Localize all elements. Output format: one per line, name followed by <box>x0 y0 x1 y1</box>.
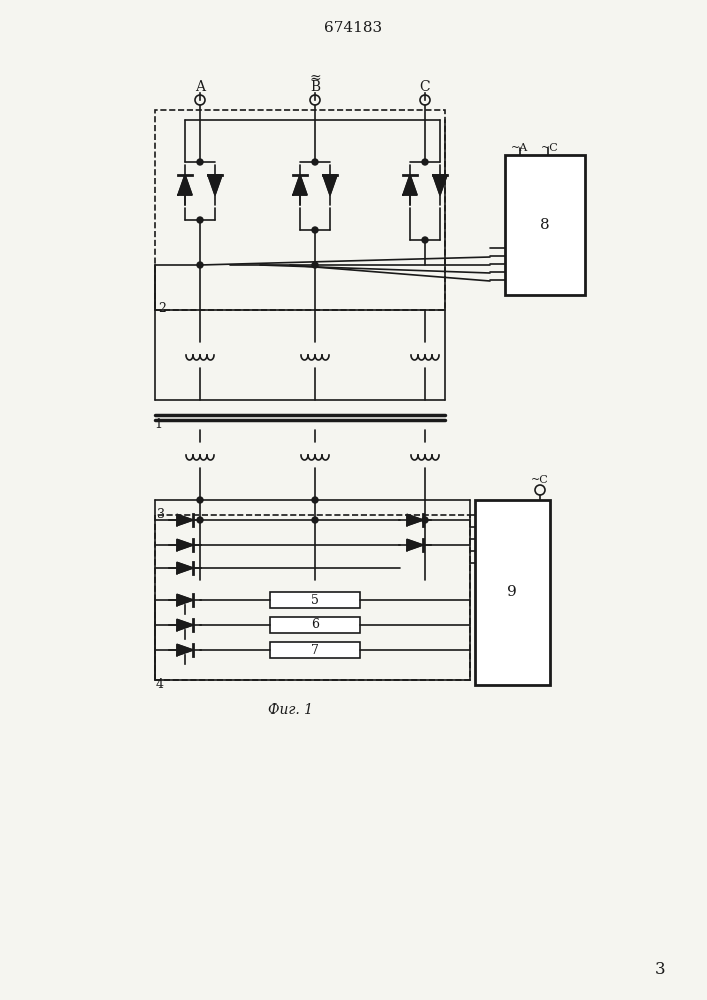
Circle shape <box>422 237 428 243</box>
Text: B: B <box>310 80 320 94</box>
Polygon shape <box>177 594 193 606</box>
Text: 6: 6 <box>311 618 319 632</box>
Circle shape <box>197 497 203 503</box>
Bar <box>270 642 360 658</box>
Text: C: C <box>420 80 431 94</box>
Bar <box>505 155 585 295</box>
Circle shape <box>312 227 318 233</box>
Text: 7: 7 <box>311 644 319 656</box>
Bar <box>270 617 360 633</box>
Text: 2: 2 <box>158 302 166 314</box>
Polygon shape <box>407 514 423 526</box>
Circle shape <box>197 159 203 165</box>
Text: 5: 5 <box>311 593 319 606</box>
Polygon shape <box>433 175 447 195</box>
Polygon shape <box>177 514 193 526</box>
Circle shape <box>422 517 428 523</box>
Polygon shape <box>293 175 307 195</box>
Text: 3: 3 <box>655 962 665 978</box>
Circle shape <box>312 497 318 503</box>
Polygon shape <box>177 644 193 656</box>
Polygon shape <box>178 175 192 195</box>
Circle shape <box>312 262 318 268</box>
Circle shape <box>197 262 203 268</box>
Text: ~C: ~C <box>541 143 559 153</box>
Circle shape <box>312 517 318 523</box>
Text: 9: 9 <box>507 585 517 599</box>
Circle shape <box>197 517 203 523</box>
Polygon shape <box>403 175 417 195</box>
Bar <box>475 500 550 685</box>
Text: 8: 8 <box>540 218 550 232</box>
Text: ~C: ~C <box>531 475 549 485</box>
Text: 4: 4 <box>156 678 164 692</box>
Polygon shape <box>177 619 193 631</box>
Text: 674183: 674183 <box>324 21 382 35</box>
Polygon shape <box>177 562 193 574</box>
Circle shape <box>422 159 428 165</box>
Polygon shape <box>208 175 222 195</box>
Polygon shape <box>407 539 423 551</box>
Text: A: A <box>195 80 205 94</box>
Text: ≈: ≈ <box>309 71 321 85</box>
Text: 3: 3 <box>157 508 165 522</box>
Polygon shape <box>177 539 193 551</box>
Bar <box>270 592 360 608</box>
Circle shape <box>197 217 203 223</box>
Text: ~A: ~A <box>511 143 529 153</box>
Text: Фиг. 1: Фиг. 1 <box>267 703 312 717</box>
Circle shape <box>312 159 318 165</box>
Polygon shape <box>323 175 337 195</box>
Text: 1: 1 <box>154 418 162 432</box>
